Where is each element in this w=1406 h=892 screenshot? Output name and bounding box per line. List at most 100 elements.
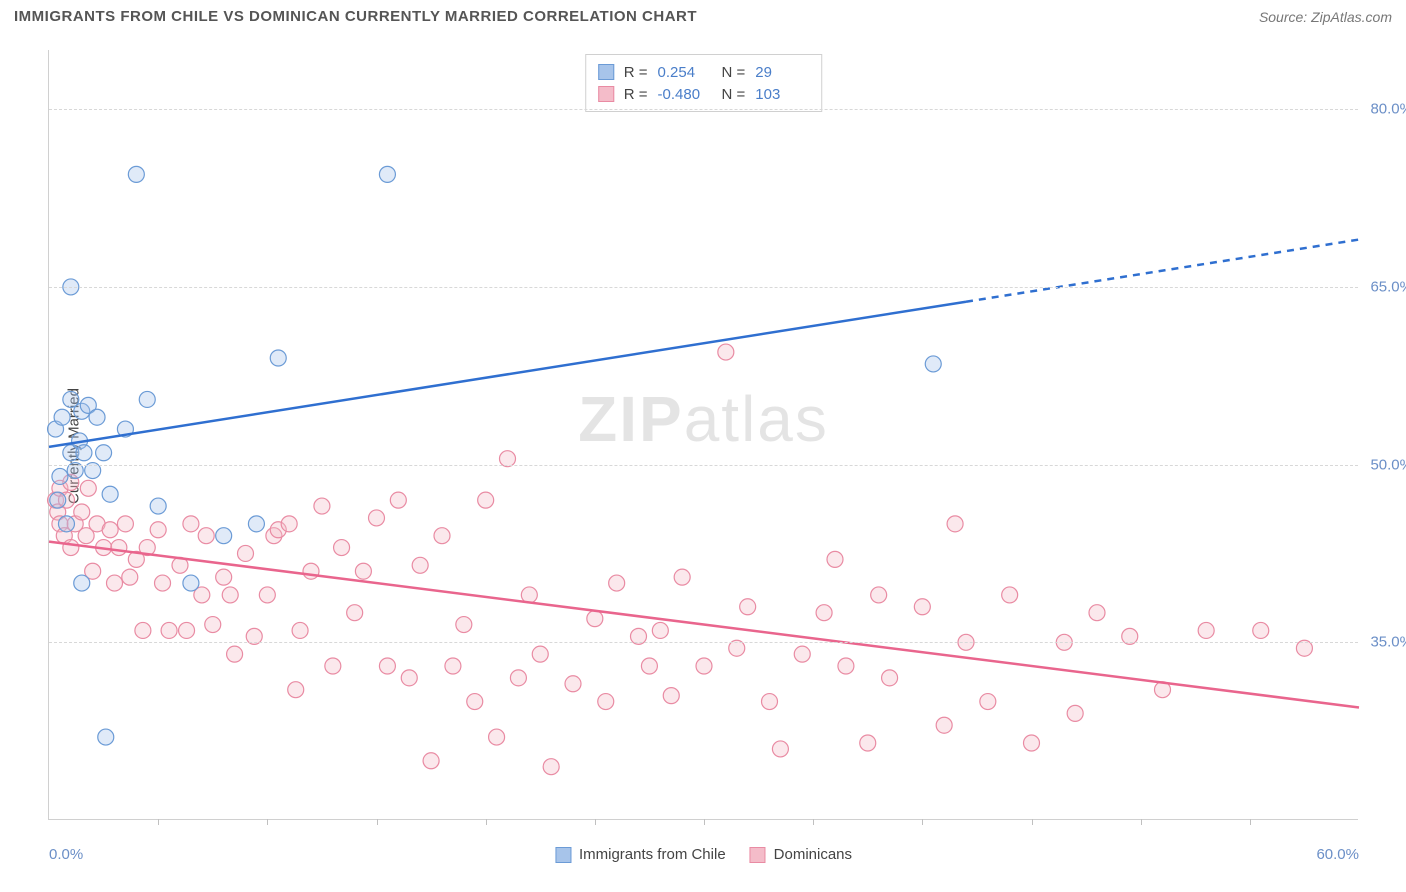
legend-item-chile: Immigrants from Chile <box>555 846 726 863</box>
series-legend: Immigrants from Chile Dominicans <box>555 846 852 863</box>
point-dominican <box>161 622 177 638</box>
legend-label-chile: Immigrants from Chile <box>579 846 726 863</box>
source-credit: Source: ZipAtlas.com <box>1259 9 1392 25</box>
point-dominican <box>478 492 494 508</box>
xtick-mark <box>704 819 705 825</box>
n-label: N = <box>722 86 746 103</box>
xtick-mark <box>1032 819 1033 825</box>
point-chile <box>96 445 112 461</box>
point-dominican <box>587 611 603 627</box>
point-dominican <box>456 617 472 633</box>
xtick-mark <box>1141 819 1142 825</box>
xtick-mark <box>1250 819 1251 825</box>
point-dominican <box>401 670 417 686</box>
gridline <box>49 465 1358 466</box>
source-name: ZipAtlas.com <box>1311 9 1392 25</box>
stats-row-dominican: R = -0.480 N = 103 <box>598 83 810 105</box>
point-dominican <box>355 563 371 579</box>
point-dominican <box>222 587 238 603</box>
point-dominican <box>510 670 526 686</box>
point-chile <box>74 575 90 591</box>
swatch-chile <box>598 64 614 80</box>
point-dominican <box>63 540 79 556</box>
point-dominican <box>80 480 96 496</box>
point-chile <box>150 498 166 514</box>
point-dominican <box>111 540 127 556</box>
ytick-label: 80.0% <box>1370 101 1406 118</box>
point-dominican <box>652 622 668 638</box>
point-dominican <box>216 569 232 585</box>
point-dominican <box>292 622 308 638</box>
point-dominican <box>288 682 304 698</box>
point-dominican <box>74 504 90 520</box>
point-dominican <box>238 545 254 561</box>
point-dominican <box>227 646 243 662</box>
point-dominican <box>179 622 195 638</box>
point-dominican <box>423 753 439 769</box>
r-label: R = <box>624 64 648 81</box>
point-dominican <box>598 694 614 710</box>
xtick-mark <box>813 819 814 825</box>
stats-legend: R = 0.254 N = 29 R = -0.480 N = 103 <box>585 54 823 112</box>
point-dominican <box>303 563 319 579</box>
scatter-svg <box>49 50 1358 819</box>
point-dominican <box>325 658 341 674</box>
chart-plot-area: ZIPatlas R = 0.254 N = 29 R = -0.480 N =… <box>48 50 1358 820</box>
point-dominican <box>663 688 679 704</box>
legend-item-dominican: Dominicans <box>750 846 852 863</box>
point-dominican <box>936 717 952 733</box>
xtick-label: 0.0% <box>49 846 83 863</box>
point-dominican <box>838 658 854 674</box>
point-chile <box>139 391 155 407</box>
point-chile <box>128 166 144 182</box>
point-dominican <box>871 587 887 603</box>
point-dominican <box>150 522 166 538</box>
point-dominican <box>1067 705 1083 721</box>
n-value-chile: 29 <box>755 64 809 81</box>
point-dominican <box>1253 622 1269 638</box>
point-dominican <box>1198 622 1214 638</box>
point-dominican <box>183 516 199 532</box>
point-dominican <box>314 498 330 514</box>
legend-swatch-chile <box>555 847 571 863</box>
r-value-dominican: -0.480 <box>658 86 712 103</box>
point-dominican <box>794 646 810 662</box>
point-dominican <box>412 557 428 573</box>
point-chile <box>379 166 395 182</box>
point-dominican <box>860 735 876 751</box>
point-dominican <box>718 344 734 360</box>
point-dominican <box>827 551 843 567</box>
point-dominican <box>772 741 788 757</box>
chart-title: IMMIGRANTS FROM CHILE VS DOMINICAN CURRE… <box>14 8 697 25</box>
xtick-mark <box>595 819 596 825</box>
point-dominican <box>122 569 138 585</box>
r-label: R = <box>624 86 648 103</box>
point-dominican <box>565 676 581 692</box>
xtick-mark <box>158 819 159 825</box>
point-dominican <box>281 516 297 532</box>
point-chile <box>89 409 105 425</box>
point-chile <box>102 486 118 502</box>
point-chile <box>58 516 74 532</box>
point-dominican <box>467 694 483 710</box>
point-dominican <box>1024 735 1040 751</box>
legend-swatch-dominican <box>750 847 766 863</box>
r-value-chile: 0.254 <box>658 64 712 81</box>
point-dominican <box>259 587 275 603</box>
point-dominican <box>740 599 756 615</box>
point-dominican <box>390 492 406 508</box>
stats-row-chile: R = 0.254 N = 29 <box>598 61 810 83</box>
point-dominican <box>198 528 214 544</box>
point-dominican <box>117 516 133 532</box>
point-chile <box>52 468 68 484</box>
point-dominican <box>641 658 657 674</box>
source-prefix: Source: <box>1259 9 1311 25</box>
trendline-dominican <box>49 542 1359 708</box>
point-dominican <box>434 528 450 544</box>
point-dominican <box>1089 605 1105 621</box>
point-dominican <box>334 540 350 556</box>
point-dominican <box>947 516 963 532</box>
point-dominican <box>205 617 221 633</box>
xtick-mark <box>267 819 268 825</box>
point-dominican <box>914 599 930 615</box>
